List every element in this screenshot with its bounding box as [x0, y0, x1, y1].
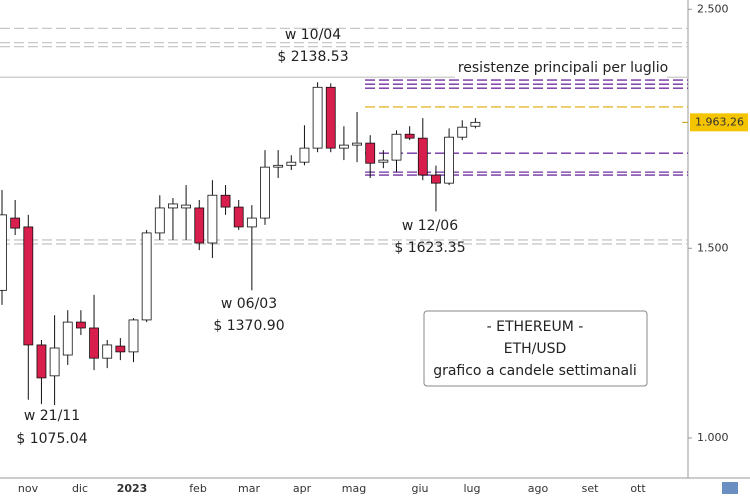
x-tick-label: mar [238, 482, 260, 495]
x-tick-label: ago [528, 482, 549, 495]
candle-body [431, 174, 441, 184]
candles [0, 82, 481, 406]
candle-body [102, 344, 113, 359]
levels [0, 27, 688, 245]
price-axis-panel [688, 0, 750, 500]
candle-body [299, 147, 310, 163]
candle-body [141, 232, 152, 321]
y-tick-label: 1.500 [697, 241, 729, 254]
settings-icon[interactable] [722, 482, 738, 494]
candle-body [89, 327, 99, 359]
info-text: ETH/USD [504, 341, 567, 357]
info-box [423, 310, 648, 387]
annotation: $ 1370.90 [213, 318, 284, 334]
candle-body [404, 133, 415, 139]
x-tick-label: lug [463, 482, 480, 495]
annotation: resistenze principali per luglio [458, 60, 668, 76]
x-tick-label: feb [189, 482, 207, 495]
candle-body [325, 86, 336, 149]
candle-body [181, 204, 192, 209]
candle-body [220, 194, 231, 208]
candle-body [338, 144, 349, 149]
candle-body [312, 86, 323, 149]
annotation: $ 1075.04 [16, 431, 87, 447]
candle-body [365, 142, 376, 164]
candle-body [49, 347, 60, 377]
last-price-label: 1.963,26 [695, 115, 744, 128]
candle-body [391, 133, 402, 161]
candle-body [233, 206, 244, 228]
x-tick-label: nov [18, 482, 39, 495]
candle-body [154, 207, 165, 234]
annotation: w 10/04 [285, 27, 341, 43]
annotation: w 12/06 [402, 218, 458, 234]
plot-area [0, 0, 688, 478]
candle-body [260, 166, 270, 219]
x-tick-label: giu [411, 482, 428, 495]
candle-body [352, 142, 362, 146]
annotation: w 06/03 [221, 296, 277, 312]
candle-body [417, 137, 428, 176]
candle-body [62, 321, 73, 356]
candle-body [23, 226, 34, 346]
annotation: $ 1623.35 [394, 240, 465, 256]
candle-body [10, 217, 21, 229]
candle-body [273, 164, 284, 168]
candle-body [378, 159, 389, 163]
candle-body [444, 136, 455, 184]
last-price-tag [690, 113, 748, 132]
annotation: w 21/11 [24, 408, 80, 424]
candle-body [76, 321, 86, 329]
candle-body [128, 319, 139, 353]
x-tick-label: dic [72, 482, 88, 495]
candle-body [168, 203, 178, 209]
candle-body [470, 121, 481, 127]
x-tick-label: mag [342, 482, 366, 495]
candle-body [0, 214, 7, 291]
x-tick-label: apr [293, 482, 312, 495]
icon[interactable] [722, 482, 738, 494]
candle-body [207, 194, 218, 244]
candle-body [194, 207, 205, 244]
candle-body [36, 344, 47, 379]
y-tick-label: 2.500 [697, 2, 729, 15]
info-text: - ETHEREUM - [487, 319, 584, 335]
info-text: grafico a candele settimanali [433, 363, 637, 379]
x-tick-label: set [582, 482, 599, 495]
candle-body [246, 217, 257, 228]
candle-body [286, 161, 297, 166]
annotation: $ 2138.53 [277, 49, 348, 65]
candle-body [115, 345, 126, 353]
annotation-bg [455, 59, 667, 79]
x-tick-label: ott [630, 482, 646, 495]
candle-body [457, 126, 468, 138]
x-tick-label: 2023 [117, 482, 148, 495]
y-tick-label: 1.000 [697, 431, 729, 444]
